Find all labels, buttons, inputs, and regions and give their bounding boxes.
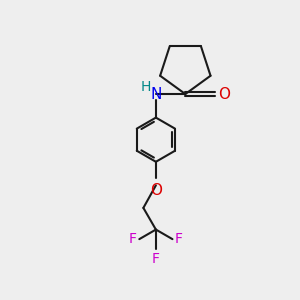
Text: N: N [150, 87, 162, 102]
Text: O: O [150, 183, 162, 198]
Text: F: F [152, 252, 160, 266]
Text: F: F [129, 232, 137, 246]
Text: H: H [140, 80, 151, 94]
Text: F: F [175, 232, 183, 246]
Text: O: O [218, 87, 230, 102]
